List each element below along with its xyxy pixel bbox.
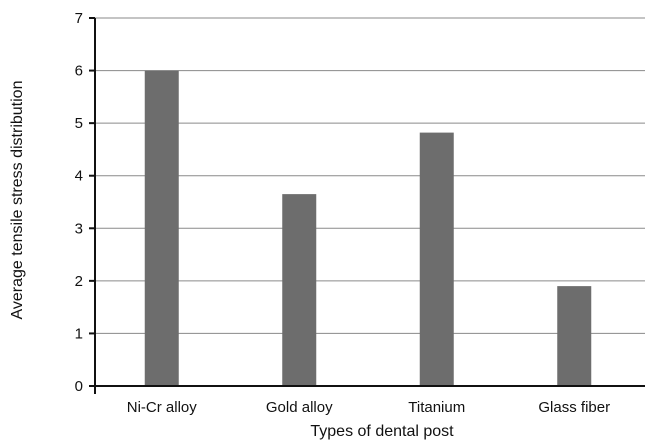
y-tick-label: 6 — [75, 63, 83, 80]
x-category-label: Titanium — [408, 399, 465, 416]
x-axis-title: Types of dental post — [310, 423, 454, 440]
x-category-label: Glass fiber — [538, 399, 610, 416]
gridlines — [95, 17, 645, 334]
x-category-labels: Ni-Cr alloy Gold alloy Titanium Glass fiber — [127, 399, 610, 416]
y-tick-label: 2 — [75, 273, 83, 290]
y-tick-label: 0 — [75, 378, 83, 395]
y-tick-label: 5 — [75, 115, 83, 132]
bars — [144, 70, 592, 387]
bar — [419, 132, 454, 386]
bar — [282, 194, 317, 386]
axes — [89, 17, 645, 394]
x-category-label: Ni-Cr alloy — [127, 399, 198, 416]
y-axis-title: Average tensile stress distribution — [9, 81, 26, 320]
bar — [557, 286, 592, 386]
y-tick-label: 1 — [75, 325, 83, 342]
y-tick-label: 3 — [75, 220, 83, 237]
x-category-label: Gold alloy — [266, 399, 333, 416]
y-tick-label: 7 — [75, 10, 83, 27]
y-tick-label: 4 — [75, 168, 83, 185]
bar — [144, 70, 179, 387]
y-tick-labels: 0 1 2 3 4 5 6 7 — [75, 10, 83, 395]
